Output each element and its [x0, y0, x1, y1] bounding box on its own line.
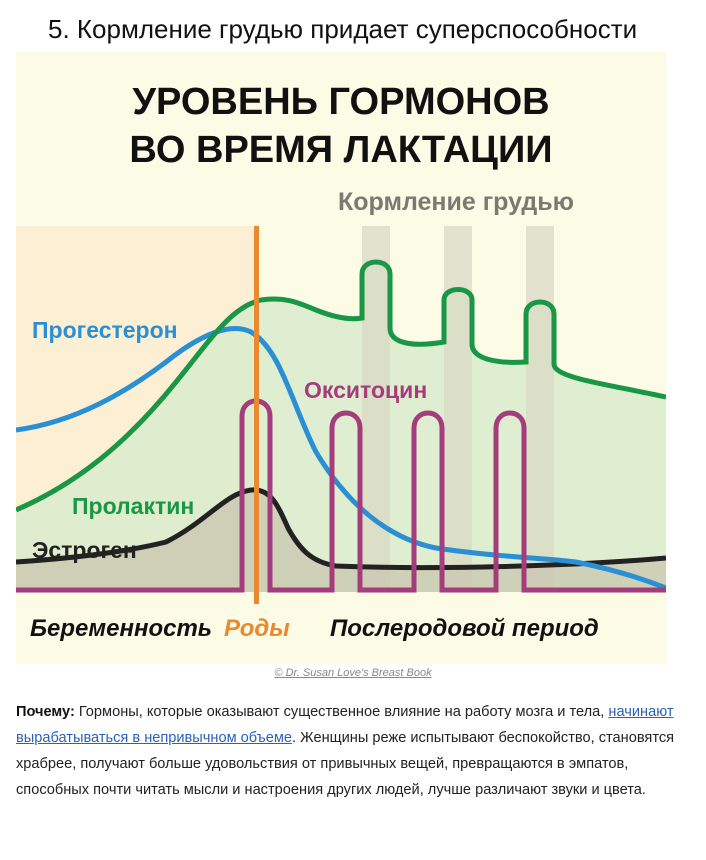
postpartum-label: Послеродовой период	[330, 615, 599, 642]
section-heading: 5. Кормление грудью придает суперспособн…	[48, 14, 638, 44]
hormones-source-link[interactable]: начинают вырабатываться в непривычном об…	[16, 704, 674, 746]
feeding-band-3	[526, 226, 554, 592]
prolactin-curve	[16, 259, 666, 513]
progesterone-label: Прогестерон	[32, 317, 178, 343]
birth-line	[254, 226, 259, 604]
body-paragraph: Почему: Гормоны, которые оказывают сущес…	[16, 699, 676, 803]
body-lead: Почему:	[16, 704, 75, 720]
oxytocin-curve	[16, 398, 666, 593]
oxytocin-label: Окситоцин	[304, 377, 427, 403]
estrogen-label: Эстроген	[32, 537, 137, 563]
prolactin-area	[16, 262, 666, 592]
prolactin-label: Пролактин	[72, 493, 194, 519]
progesterone-curve	[16, 326, 666, 591]
birth-label: Роды	[224, 615, 290, 642]
hormone-chart: УРОВЕНЬ ГОРМОНОВ ВО ВРЕМЯ ЛАКТАЦИИ Кормл…	[16, 52, 666, 664]
body-text-after-link: . Женщины реже испытывают беспокойство, …	[16, 730, 675, 798]
body-text-before-link: Гормоны, которые оказывают существенное …	[74, 704, 609, 720]
pregnancy-label: Беременность	[30, 615, 212, 642]
figure-title-line-1: УРОВЕНЬ ГОРМОНОВ	[132, 81, 549, 123]
feeding-band-1	[362, 226, 390, 592]
figure-title-line-2: ВО ВРЕМЯ ЛАКТАЦИИ	[129, 129, 552, 171]
estrogen-curve	[16, 487, 666, 571]
hormone-infographic: УРОВЕНЬ ГОРМОНОВ ВО ВРЕМЯ ЛАКТАЦИИ Кормл…	[16, 52, 666, 664]
image-credit-link[interactable]: © Dr. Susan Love's Breast Book	[274, 667, 432, 679]
breastfeeding-label: Кормление грудью	[338, 188, 574, 216]
feeding-band-2	[444, 226, 472, 592]
